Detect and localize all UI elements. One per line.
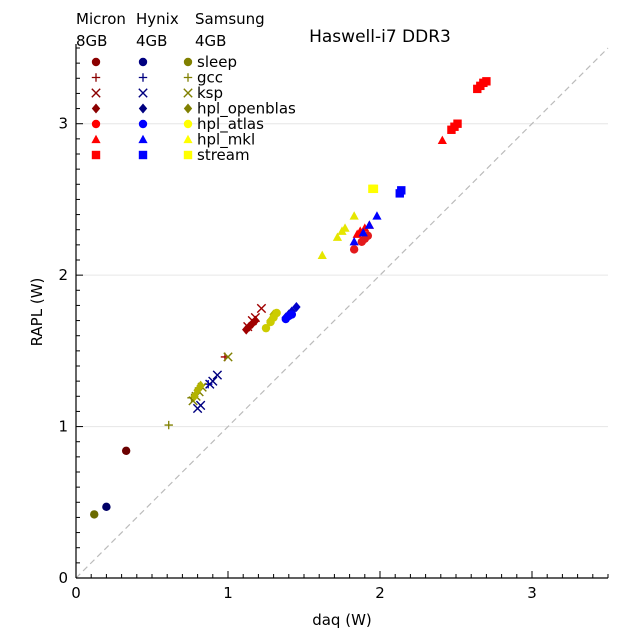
legend-marker-sleep (91, 57, 101, 67)
legend-column-name: Hynix (136, 10, 179, 28)
data-point-hynix-hpl-mkl (358, 227, 368, 237)
reference-line-layer (75, 47, 609, 579)
data-point-micron-stream (482, 77, 491, 86)
data-point-samsung-hpl-openblas (196, 380, 205, 391)
data-points-layer (90, 77, 491, 519)
legend-label: hpl_atlas (197, 115, 264, 134)
chart-title: Haswell-i7 DDR3 (309, 27, 451, 47)
data-point-samsung-hpl-atlas (272, 308, 281, 318)
data-point-samsung-hpl-atlas (261, 323, 271, 333)
legend-marker-hpl-mkl (138, 134, 148, 144)
data-point-samsung-sleep (90, 510, 99, 519)
data-point-micron-sleep (121, 446, 131, 455)
legend-marker-hpl-mkl (183, 134, 193, 144)
legend-label: sleep (197, 53, 237, 71)
data-point-samsung-stream (369, 184, 379, 194)
legend-marker-sleep (183, 57, 193, 67)
data-point-hynix-hpl-atlas (287, 310, 297, 319)
data-point-micron-hpl-openblas (251, 315, 260, 326)
legend: Micron8GBHynix4GBSamsung4GBsleepgccksphp… (76, 10, 296, 164)
axes-layer: 0 1 2 3 0 1 2 3 (58, 44, 609, 602)
x-tick-label: 0 (71, 584, 81, 602)
data-point-hynix-ksp (212, 370, 223, 380)
data-point-samsung-hpl-mkl (317, 250, 327, 260)
grid-layer (76, 123, 608, 428)
data-point-hynix-hpl-mkl (349, 237, 359, 246)
data-point-samsung-hpl-mkl (349, 211, 359, 220)
legend-marker-stream (138, 150, 148, 160)
data-point-hynix-hpl-mkl (372, 211, 382, 220)
x-tick-label: 3 (527, 584, 537, 602)
data-point-hynix-sleep (102, 502, 111, 512)
data-point-samsung-gcc (164, 420, 173, 430)
legend-label: hpl_mkl (197, 131, 255, 150)
legend-marker-sleep (138, 57, 148, 67)
legend-label: stream (197, 146, 250, 164)
data-point-samsung-hpl-openblas (190, 391, 199, 402)
y-tick-label: 3 (58, 115, 68, 133)
data-point-micron-hpl-atlas (349, 245, 359, 254)
legend-marker-hpl-atlas (91, 119, 101, 129)
legend-column-size: 4GB (136, 32, 167, 50)
legend-marker-hpl-openblas (91, 103, 101, 114)
legend-marker-ksp (138, 88, 148, 98)
legend-marker-hpl-openblas (138, 103, 148, 114)
legend-column-name: Micron (76, 10, 126, 28)
legend-label: gcc (197, 69, 223, 87)
legend-marker-ksp (183, 88, 193, 98)
data-point-micron-hpl-mkl (437, 135, 447, 144)
x-tick-label: 1 (223, 584, 233, 602)
data-point-hynix-ksp (208, 376, 218, 386)
y-tick-label: 0 (58, 569, 68, 587)
reference-line-y-equals-x (75, 47, 609, 579)
legend-marker-hpl-atlas (138, 119, 148, 129)
data-point-micron-ksp (256, 303, 267, 314)
legend-marker-hpl-atlas (183, 119, 193, 129)
data-point-micron-stream (453, 119, 462, 128)
legend-marker-hpl-mkl (91, 134, 101, 144)
y-tick-label: 1 (58, 418, 68, 436)
data-point-samsung-hpl-mkl (332, 232, 343, 241)
legend-marker-stream (183, 150, 193, 160)
data-point-hynix-hpl-mkl (364, 220, 374, 229)
data-point-samsung-hpl-mkl (340, 223, 350, 232)
legend-marker-gcc (183, 73, 193, 82)
legend-column-size: 8GB (76, 32, 107, 50)
legend-label: ksp (197, 84, 223, 102)
data-point-samsung-ksp (223, 352, 233, 362)
legend-marker-ksp (91, 88, 101, 98)
y-axis-label: RAPL (W) (28, 278, 46, 347)
legend-marker-gcc (138, 73, 148, 82)
legend-marker-stream (91, 150, 101, 160)
x-tick-label: 2 (375, 584, 385, 602)
data-point-hynix-stream (397, 186, 406, 195)
x-axis-label: daq (W) (312, 611, 372, 629)
data-point-hynix-hpl-openblas (292, 301, 301, 312)
legend-column-size: 4GB (195, 32, 226, 50)
legend-column-name: Samsung (195, 10, 265, 28)
data-point-hynix-ksp (195, 400, 206, 411)
y-tick-label: 2 (58, 266, 68, 284)
data-point-micron-hpl-openblas (245, 321, 254, 332)
legend-label: hpl_openblas (197, 100, 296, 119)
legend-marker-gcc (91, 73, 101, 82)
legend-marker-hpl-openblas (183, 103, 193, 114)
